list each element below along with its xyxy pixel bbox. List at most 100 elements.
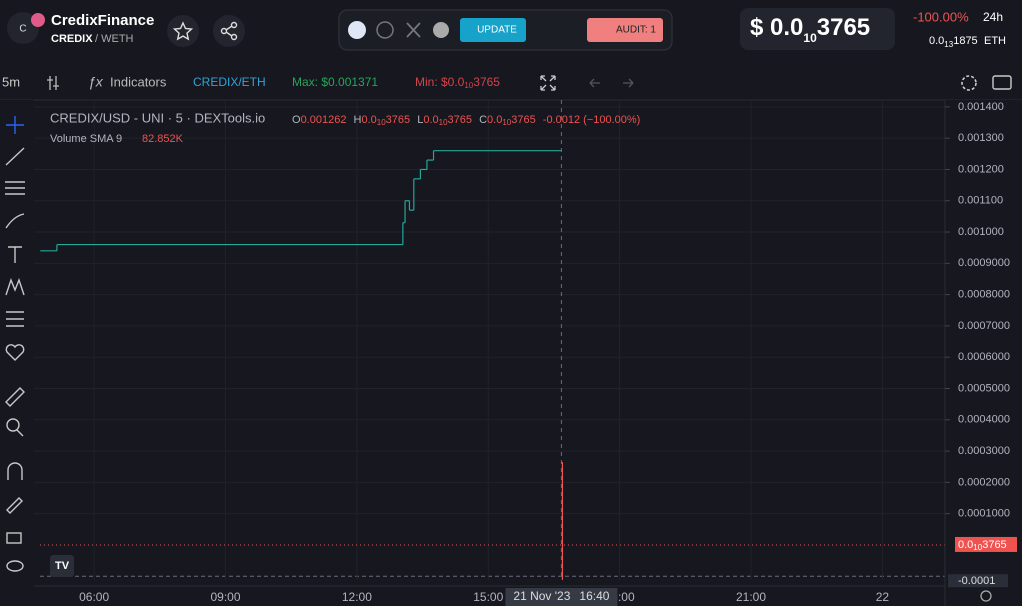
- y-tick-label: 0.0009000: [958, 257, 1010, 269]
- y-tick-label: -0.0001: [958, 575, 995, 587]
- y-tick-label: 0.001100: [958, 195, 1003, 207]
- favorite-button[interactable]: [167, 15, 199, 47]
- interval[interactable]: 5m: [2, 74, 20, 89]
- update-label: UPDATE: [477, 25, 517, 36]
- fx-icon: ƒx: [88, 74, 104, 90]
- website-link[interactable]: [376, 21, 394, 39]
- volume-value: 82.852K: [142, 133, 184, 145]
- crosshair-time: 16:40: [579, 589, 609, 603]
- price: $ 0.0103765: [750, 14, 870, 45]
- close-prefix: 0.0: [487, 114, 502, 126]
- last-price-prefix: 0.0: [958, 539, 973, 551]
- pair-toggle[interactable]: CREDIX/ETH: [193, 75, 266, 89]
- axes: 0.001400 0.001300 0.001200 0.001100 0.001000…: [79, 101, 1017, 606]
- y-tick-label: 0.001000: [958, 226, 1004, 238]
- eth-price: 0.0131875: [929, 35, 978, 49]
- crosshair-date: 21 Nov '23: [513, 589, 570, 603]
- fullscreen-icon[interactable]: [540, 75, 556, 91]
- more-link[interactable]: [433, 22, 449, 38]
- drawing-toolbar: [0, 100, 34, 606]
- toolbar: [0, 64, 1022, 100]
- x-tick-label: 06:00: [79, 590, 109, 604]
- y-tick-label: 0.001400: [958, 101, 1004, 113]
- axis-settings[interactable]: [980, 590, 992, 602]
- x-tick-label: 09:00: [211, 590, 241, 604]
- x-tick-label: 12:00: [342, 590, 372, 604]
- camera-icon[interactable]: [992, 75, 1012, 90]
- volume-legend: Volume SMA 9: [50, 133, 122, 145]
- close-key: C: [479, 114, 487, 126]
- high-digits: 3765: [386, 114, 410, 126]
- quote-symbol: / WETH: [95, 33, 134, 45]
- symbol-legend: CREDIX/USD - UNI · 5 · DEXTools.io: [50, 110, 265, 125]
- share-button[interactable]: [213, 15, 245, 47]
- eth-digits: 1875: [953, 35, 977, 47]
- y-tick-label: 0.0004000: [958, 414, 1010, 426]
- low-digits: 3765: [448, 114, 472, 126]
- undo-redo[interactable]: [589, 78, 634, 88]
- low-prefix: 0.0: [423, 114, 438, 126]
- x-tick-label: 22: [876, 590, 890, 604]
- y-tick-label: 0.0005000: [958, 382, 1010, 394]
- price-zeros: 10: [803, 31, 817, 45]
- min-zeros: 10: [464, 81, 473, 90]
- star-icon: [172, 21, 194, 41]
- bars-icon[interactable]: [47, 76, 59, 90]
- y-tick-label: 0.001200: [958, 163, 1004, 175]
- period: 24h: [983, 10, 1003, 24]
- min-price: Min: $0.0103765: [415, 75, 500, 90]
- min-prefix: Min: $0.0: [415, 75, 465, 89]
- y-tick-box: [948, 574, 1008, 588]
- price-axis: [945, 100, 1022, 580]
- y-tick-label: 0.0001000: [958, 508, 1010, 520]
- audit-button[interactable]: [587, 18, 663, 42]
- last-price-box: [955, 536, 1017, 552]
- last-price-zeros: 10: [973, 543, 982, 552]
- update-button[interactable]: [460, 18, 526, 42]
- open-key: O: [292, 114, 301, 126]
- x-tick-label: 21:00: [736, 590, 766, 604]
- low-key: L: [417, 114, 423, 126]
- y-tick-label: 0.0008000: [958, 289, 1010, 301]
- y-tick-label: 0.001300: [958, 132, 1004, 144]
- max-price: Max: $0.001371: [292, 75, 378, 89]
- audit-label: AUDIT: 1: [616, 25, 656, 36]
- eth-label: ETH: [984, 35, 1006, 47]
- token-icon: [31, 13, 45, 27]
- eth-prefix: 0.0: [929, 35, 944, 47]
- min-digits: 3765: [473, 75, 500, 89]
- y-tick-label: 0.0002000: [958, 476, 1010, 488]
- settings-icon[interactable]: [961, 75, 977, 91]
- last-price-digits: 3765: [982, 539, 1006, 551]
- y-tick-label: 0.0007000: [958, 320, 1010, 332]
- price-digits: 3765: [817, 14, 870, 41]
- x-link[interactable]: [406, 22, 421, 38]
- change: -100.00%: [913, 9, 969, 24]
- base-symbol: CREDIX: [51, 33, 93, 45]
- plot: [34, 100, 945, 580]
- logo-letter: C: [19, 24, 26, 35]
- crosshair-box: [505, 588, 618, 606]
- close-zeros: 10: [502, 118, 511, 127]
- tv-logo: [50, 555, 74, 577]
- price-box: [740, 8, 895, 50]
- low-zeros: 10: [439, 118, 448, 127]
- tv-logo-text: TV: [55, 560, 70, 572]
- y-tick-label: 0.0003000: [958, 445, 1010, 457]
- high-zeros: 10: [377, 118, 386, 127]
- change-value: -0.0012 (−100.00%): [543, 114, 641, 126]
- ohlc: O0.001262 H0.0103765 L0.0103765 C0.01037…: [292, 114, 640, 127]
- token-name: CredixFinance: [51, 12, 154, 29]
- close-digits: 3765: [511, 114, 535, 126]
- x-tick-label: 15:00: [473, 590, 503, 604]
- drawing-tools[interactable]: [5, 116, 25, 572]
- price-prefix: $ 0.0: [750, 14, 803, 41]
- chart-link[interactable]: [348, 21, 366, 39]
- last-price-label: 0.0103765: [958, 539, 1007, 552]
- share-icon: [220, 21, 238, 41]
- open-value: 0.001262: [301, 114, 347, 126]
- indicators[interactable]: Indicators: [110, 74, 167, 89]
- high-prefix: 0.0: [361, 114, 376, 126]
